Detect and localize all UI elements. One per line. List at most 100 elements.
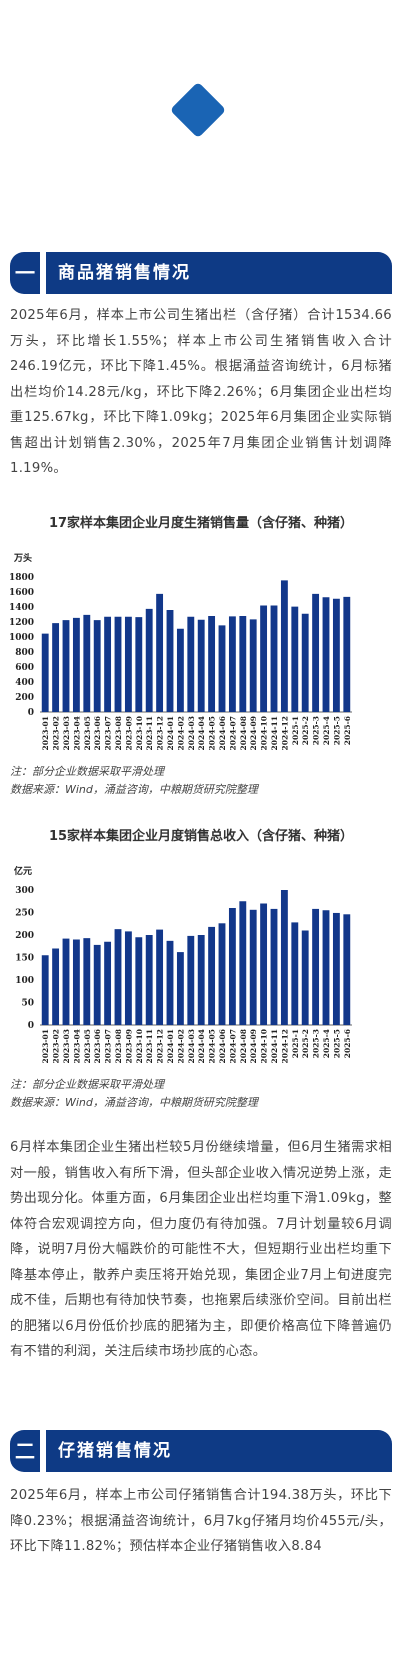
chart-1-xtick: 2025-1	[291, 716, 300, 745]
diamond-icon	[169, 81, 227, 139]
chart-2-bar	[52, 948, 60, 1025]
chart-2-ytick: 150	[15, 954, 34, 964]
chart-1-ytick: 1000	[9, 633, 34, 643]
chart-2-bar	[249, 909, 257, 1025]
chart-1-bar	[260, 605, 268, 712]
chart-2-xtick: 2024-11	[270, 1029, 279, 1063]
analysis-paragraph: 6月样本集团企业生猪出栏较5月份继续增量，但6月生猪需求相对一般，销售收入有所下…	[10, 1140, 392, 1359]
chart-2-xtick: 2023-02	[52, 1029, 61, 1063]
chart-2-source: 数据来源：Wind，涌益咨询，中粮期货研究院整理	[10, 1096, 258, 1109]
chart-2-bar	[322, 910, 330, 1025]
chart-2-xtick: 2024-01	[166, 1029, 175, 1063]
chart-2-bar	[239, 901, 247, 1025]
chart-1-xtick: 2023-10	[135, 716, 144, 750]
chart-1-note: 注：部分企业数据采取平滑处理	[10, 765, 164, 778]
chart-2-bar	[270, 908, 278, 1025]
chart-1-xtick: 2023-05	[83, 716, 92, 750]
section-1-header: 一 商品猪销售情况	[10, 252, 392, 294]
chart-1-bar	[135, 617, 143, 712]
chart-1-ytick: 1600	[9, 588, 34, 598]
chart-1-bar	[114, 616, 122, 712]
chart-2-xtick: 2023-09	[124, 1029, 133, 1063]
chart-2-bar	[156, 929, 164, 1025]
chart-1-ytick: 600	[15, 663, 34, 673]
chart-1-source: 数据来源：Wind，涌益咨询，中粮期货研究院整理	[10, 783, 258, 796]
chart-1-bar	[176, 628, 184, 712]
chart-1-xtick: 2025-6	[343, 716, 352, 745]
chart-2-xtick: 2024-08	[239, 1029, 248, 1063]
section-2-title: 仔猪销售情况	[46, 1430, 392, 1472]
section-1-paragraph: 2025年6月，样本上市公司生猪出栏（含仔猪）合计1534.66万头，环比增长1…	[10, 308, 392, 476]
chart-2-ytick: 250	[15, 909, 34, 919]
chart-2-xtick: 2024-06	[218, 1029, 227, 1063]
chart-2-ytick: 0	[28, 1021, 34, 1031]
chart-1-bar	[280, 580, 288, 712]
chart-1-xtick: 2023-08	[114, 716, 123, 750]
section-1-number: 一	[10, 252, 40, 294]
chart-2-bar	[83, 938, 91, 1025]
chart-2-title: 15家样本集团企业月度销售总收入（含仔猪、种猪）	[48, 829, 354, 844]
chart-2-xtick: 2025-6	[343, 1029, 352, 1058]
chart-1-ytick: 1400	[9, 603, 34, 613]
section-2-header: 二 仔猪销售情况	[10, 1430, 392, 1472]
chart-1: 万头 0 200 400 600 800 1000 1200 1400 1600 1800 2023-…	[9, 552, 352, 750]
chart-1-xtick: 2024-05	[208, 716, 217, 750]
chart-2-bar	[104, 941, 112, 1025]
chart-1-xtick: 2023-06	[93, 716, 102, 750]
chart-1-xtick: 2023-02	[52, 716, 61, 750]
chart-1-xtick: 2023-01	[41, 716, 50, 750]
chart-2-xtick: 2024-09	[249, 1029, 258, 1063]
chart-2-ytick: 100	[15, 976, 34, 986]
chart-1-bar	[166, 610, 174, 712]
chart-1-bar	[322, 597, 330, 712]
chart-2-bar	[218, 923, 226, 1025]
chart-2-bar	[187, 935, 195, 1025]
chart-2-xtick: 2023-10	[135, 1029, 144, 1063]
header-decoration	[0, 0, 402, 240]
chart-2-xtick: 2023-05	[83, 1029, 92, 1063]
chart-2-xtick: 2025-4	[322, 1029, 331, 1058]
chart-1-bar	[72, 617, 80, 712]
chart-2-xtick: 2025-3	[312, 1029, 321, 1058]
chart-2-xtick: 2023-12	[156, 1029, 165, 1063]
chart-1-xtick: 2025-3	[312, 716, 321, 745]
chart-2-bar	[166, 940, 174, 1025]
chart-2-bar	[93, 944, 101, 1025]
chart-1-bar	[291, 606, 299, 712]
chart-1-ytick: 1200	[9, 618, 34, 628]
chart-2-xtick: 2023-04	[72, 1029, 81, 1063]
chart-2-xtick: 2023-03	[62, 1029, 71, 1063]
chart-1-title: 17家样本集团企业月度生猪销售量（含仔猪、种猪）	[48, 516, 354, 531]
chart-1-bar	[301, 613, 309, 712]
chart-1-xtick: 2024-02	[176, 716, 185, 750]
chart-2-xtick: 2024-07	[228, 1029, 237, 1063]
chart-1-xtick: 2024-03	[187, 716, 196, 750]
chart-1-bar	[187, 616, 195, 712]
chart-2-bar	[145, 935, 153, 1025]
chart-2-xtick: 2024-04	[197, 1029, 206, 1063]
chart-1-xtick: 2024-11	[270, 716, 279, 750]
chart-2-bar	[62, 938, 70, 1025]
chart-2-xtick: 2024-10	[260, 1029, 269, 1063]
chart-2-bar	[124, 931, 132, 1025]
chart-2-ytick: 300	[15, 886, 34, 896]
chart-2-bar	[114, 929, 122, 1025]
chart-1-xtick: 2025-2	[301, 716, 310, 745]
chart-2-xtick: 2023-06	[93, 1029, 102, 1063]
chart-2-xtick: 2024-12	[280, 1029, 289, 1063]
section-2-number: 二	[10, 1430, 40, 1472]
chart-2-bar	[228, 908, 236, 1025]
chart-1-bar	[124, 616, 132, 712]
chart-1-ytick: 800	[15, 648, 34, 658]
chart-1-xtick: 2024-01	[166, 716, 175, 750]
chart-1-bar	[52, 623, 60, 712]
chart-1-bar	[197, 619, 205, 712]
chart-1-xtick: 2023-11	[145, 716, 154, 750]
chart-1-xtick: 2024-12	[280, 716, 289, 750]
chart-2-bar	[176, 952, 184, 1025]
chart-1-xtick: 2024-07	[228, 716, 237, 750]
chart-2-bar	[197, 935, 205, 1025]
chart-2-bar	[208, 926, 216, 1025]
chart-2-bar	[301, 930, 309, 1025]
